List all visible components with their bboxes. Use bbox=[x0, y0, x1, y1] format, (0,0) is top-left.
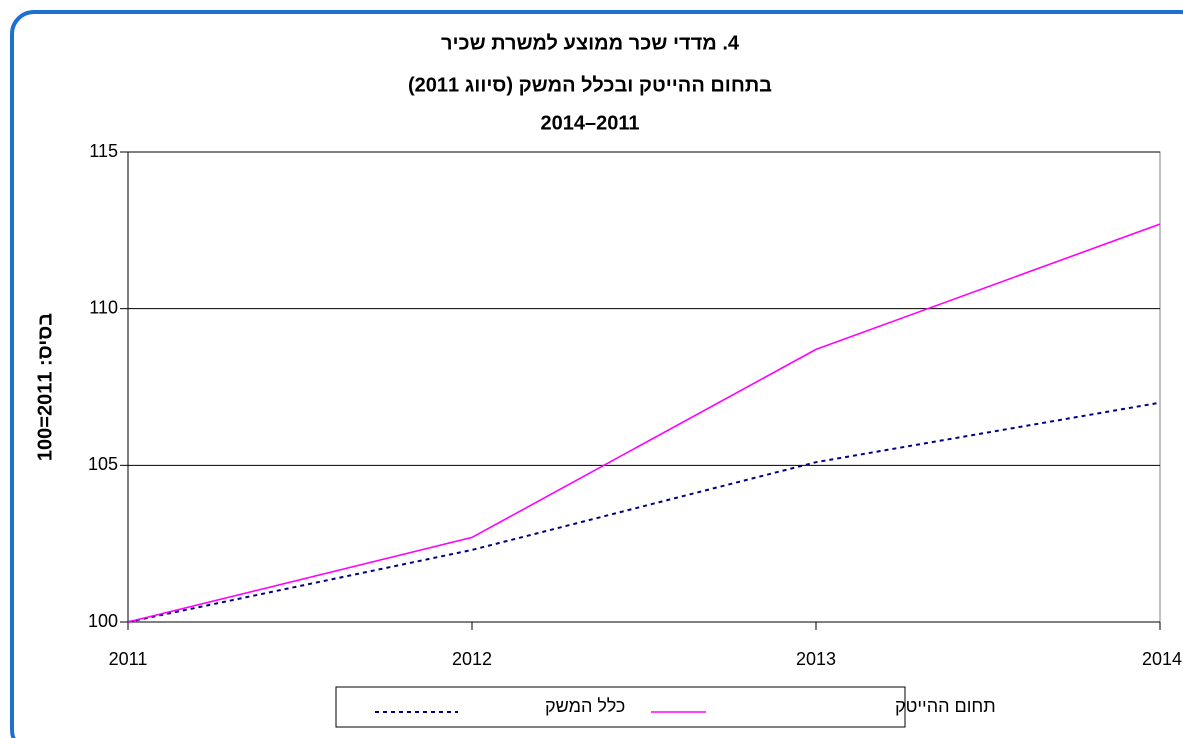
x-tick-label: 2011 bbox=[109, 649, 148, 669]
y-tick-label: 100 bbox=[88, 611, 118, 631]
y-axis-label: בסיס: 2011=100 bbox=[34, 313, 56, 461]
chart-subtitle: 2011–2014 bbox=[540, 112, 639, 134]
legend bbox=[335, 686, 906, 728]
series-line bbox=[127, 223, 1161, 623]
chart-subtitle: בתחום ההייטק ובכלל המשק (סיווג 2011) bbox=[408, 74, 772, 96]
x-tick-label: 2012 bbox=[452, 649, 492, 669]
y-tick-label: 110 bbox=[89, 297, 118, 317]
y-tick-label: 105 bbox=[88, 454, 118, 474]
frame bbox=[10, 10, 1183, 738]
x-tick-label: 2014 bbox=[1142, 649, 1182, 669]
chart-title: 4. מדדי שכר ממוצע למשרת שכיר bbox=[441, 32, 740, 54]
legend-label: כלל המשק bbox=[545, 696, 625, 716]
legend-label: תחום ההייטק bbox=[895, 696, 996, 716]
y-tick-label: 115 bbox=[89, 141, 118, 161]
x-tick-label: 2013 bbox=[796, 649, 836, 669]
series-line bbox=[127, 401, 1161, 623]
